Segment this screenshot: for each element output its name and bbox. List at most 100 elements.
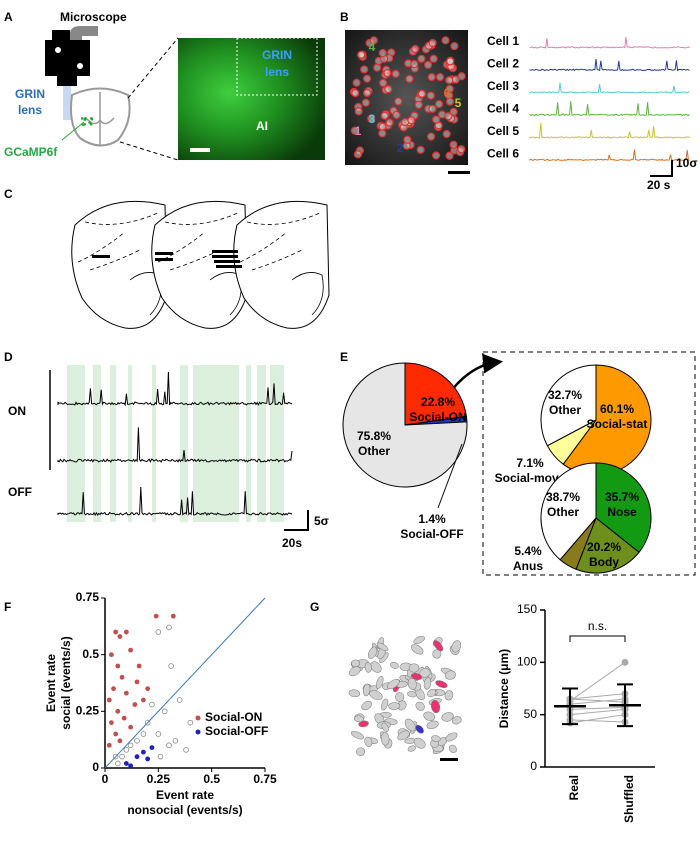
cell-footprint <box>364 736 373 747</box>
roi <box>394 97 403 106</box>
roi <box>385 118 394 127</box>
point <box>109 652 114 658</box>
pie-category-label: Social-move <box>495 471 566 485</box>
cell-footprint <box>354 715 364 723</box>
grin-label: GRIN <box>15 87 45 101</box>
social-epoch <box>93 365 101 522</box>
pie-value-label: 60.1% <box>600 402 634 416</box>
brain-outline <box>85 92 115 145</box>
cell-footprint <box>361 700 372 711</box>
social-epoch <box>180 365 188 522</box>
panel-label: A <box>4 10 13 24</box>
annotation: n.s. <box>588 619 607 633</box>
lens-placement <box>155 252 173 255</box>
roi <box>378 48 387 58</box>
cell-id: 2 <box>397 141 404 155</box>
roi <box>354 107 363 116</box>
point <box>168 663 174 669</box>
point <box>170 613 176 619</box>
trace-label: Cell 4 <box>487 102 519 116</box>
image-grin-label: GRIN <box>262 48 292 62</box>
fluorescence-image <box>178 38 325 160</box>
off-label: OFF <box>8 485 32 499</box>
cell-id: 1 <box>355 124 362 138</box>
cell-footprint <box>444 690 454 701</box>
cell-footprint <box>423 711 436 721</box>
roi <box>407 116 416 125</box>
trace-label: Cell 5 <box>487 124 519 138</box>
point <box>123 690 129 696</box>
roi <box>450 41 459 51</box>
significance-bracket <box>569 635 626 642</box>
roi <box>445 97 455 106</box>
scale-bar <box>440 758 458 761</box>
y-tick-label: 100 <box>517 655 537 669</box>
cell-footprint <box>427 689 437 698</box>
gcamp-dot <box>83 123 86 126</box>
x-axis-label: Event rate <box>156 788 214 802</box>
scale-label: 20s <box>282 536 302 550</box>
lens-placement <box>216 265 242 268</box>
point <box>119 674 125 680</box>
roi <box>449 140 458 149</box>
point <box>115 663 121 669</box>
point <box>157 753 164 760</box>
gcamp-dot <box>80 117 84 120</box>
cell-footprint <box>381 722 389 732</box>
leader-line <box>437 443 463 509</box>
social-epoch <box>67 365 85 522</box>
roi <box>457 145 466 154</box>
point <box>155 629 162 635</box>
point <box>128 724 134 730</box>
roi <box>378 129 387 138</box>
roi <box>384 85 393 94</box>
cell-footprint <box>451 640 462 653</box>
roi <box>411 44 420 54</box>
microscope-screw <box>77 63 83 69</box>
y-tick-label: 0 <box>530 759 537 773</box>
panel-label: G <box>310 600 319 614</box>
on-label: ON <box>8 404 26 418</box>
off-trace <box>57 486 293 517</box>
brain-region <box>291 272 324 316</box>
point <box>111 686 116 692</box>
point <box>183 747 189 753</box>
cell-trace <box>529 149 690 162</box>
social-epoch <box>152 365 156 522</box>
pie-slice <box>540 462 597 561</box>
cell-footprint <box>413 737 426 749</box>
social-epoch <box>128 365 132 522</box>
roi <box>445 76 454 85</box>
roi <box>429 54 438 63</box>
roi <box>373 63 382 72</box>
grin-lens <box>63 86 71 120</box>
point <box>115 760 121 767</box>
pie-category-label: Social-ON <box>409 410 466 424</box>
roi <box>361 98 370 107</box>
point <box>106 697 112 703</box>
roi <box>351 89 360 98</box>
cell-footprint <box>415 724 424 734</box>
cell-footprint <box>433 640 444 652</box>
roi <box>442 129 451 139</box>
cell-trace <box>529 101 690 117</box>
pie-value-label: 75.8% <box>357 429 391 443</box>
roi <box>417 89 427 98</box>
y-axis-label: social (events/s) <box>59 636 73 729</box>
point <box>127 742 134 749</box>
cell-id: 3 <box>369 112 376 126</box>
scale-label: 20 s <box>647 178 671 192</box>
pie-category-label: Anus <box>513 559 543 573</box>
cell-footprint <box>397 730 410 741</box>
roi <box>352 78 361 87</box>
roi <box>353 150 363 159</box>
point <box>161 708 168 715</box>
roi <box>428 104 437 113</box>
social-epoch <box>246 365 251 522</box>
pair-line <box>569 719 626 723</box>
on-trace <box>57 427 293 463</box>
panel-label: F <box>4 600 11 614</box>
cell-trace <box>529 36 690 49</box>
